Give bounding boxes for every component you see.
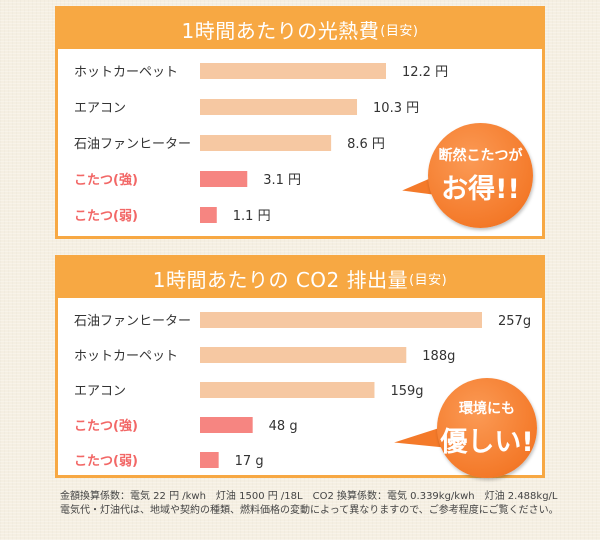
value-label: 12.2 円 [402, 65, 448, 80]
category-label: ホットカーペット [74, 349, 178, 364]
value-label: 3.1 円 [263, 173, 301, 188]
bar [200, 312, 482, 328]
co2-callout-line1: 環境にも [459, 400, 515, 417]
bar [200, 417, 253, 433]
cost-chart-title: 1時間あたりの光熱費 (目安) [58, 9, 542, 49]
value-label: 8.6 円 [347, 137, 385, 152]
value-label: 188g [422, 349, 455, 364]
co2-chart-plot: 石油ファンヒーター 257g ホットカーペット 188g エアコン 159g こたつ(強) 4… [74, 312, 531, 469]
co2-callout-circle: 環境にも 優しい! [437, 378, 537, 478]
value-label: 17 g [235, 454, 264, 469]
co2-chart-title-text: 1時間あたりの CO2 排出量 [152, 267, 409, 292]
footnote: 金額換算係数：電気 22 円 /kwh 灯油 1500 円 /18L CO2 換… [60, 490, 560, 518]
bar [200, 382, 375, 398]
footnote-line2: 電気代・灯油代は、地域や契約の種類、燃料価格の変動によって異なりますので、ご参考… [60, 505, 559, 516]
bar [200, 135, 332, 151]
category-label: こたつ(強) [74, 172, 138, 188]
category-label: エアコン [74, 384, 126, 399]
bar [200, 171, 248, 187]
cost-chart-title-text: 1時間あたりの光熱費 [181, 18, 380, 43]
category-label: ホットカーペット [74, 65, 178, 80]
co2-callout-badge: 環境にも 優しい! [392, 378, 542, 478]
value-label: 257g [498, 314, 531, 329]
category-label: エアコン [74, 101, 126, 116]
co2-callout-line2: 優しい! [440, 426, 534, 458]
category-label: 石油ファンヒーター [74, 314, 191, 329]
cost-callout-line1: 断然こたつが [438, 148, 523, 164]
category-label: こたつ(弱) [74, 208, 138, 224]
co2-chart-title-suffix: (目安) [409, 272, 448, 288]
bar [200, 452, 219, 468]
cost-chart-title-suffix: (目安) [380, 23, 419, 39]
bar [200, 99, 358, 115]
bar [200, 63, 386, 79]
co2-callout-tail [393, 427, 443, 453]
value-label: 1.1 円 [233, 209, 271, 224]
co2-chart-panel: 1時間あたりの CO2 排出量 (目安) 石油ファンヒーター 257g ホットカーペッ… [55, 255, 545, 478]
cost-callout-line2: お得!! [441, 174, 520, 205]
co2-chart-title: 1時間あたりの CO2 排出量 (目安) [58, 258, 542, 298]
cost-callout-circle: 断然こたつが お得!! [428, 123, 533, 228]
category-label: こたつ(強) [74, 418, 138, 434]
category-label: こたつ(弱) [74, 453, 138, 469]
bar [200, 347, 407, 363]
bar [200, 207, 217, 223]
cost-chart-panel: 1時間あたりの光熱費 (目安) ホットカーペット 12.2 円エアコン 10.3 円石… [55, 6, 545, 239]
footnote-line1: 金額換算係数：電気 22 円 /kwh 灯油 1500 円 /18L CO2 換… [60, 491, 558, 502]
category-label: 石油ファンヒーター [74, 137, 191, 152]
value-label: 10.3 円 [373, 101, 419, 116]
cost-callout-badge: 断然こたつが お得!! [400, 123, 535, 228]
value-label: 48 g [269, 419, 298, 434]
value-label: 159g [390, 384, 423, 399]
